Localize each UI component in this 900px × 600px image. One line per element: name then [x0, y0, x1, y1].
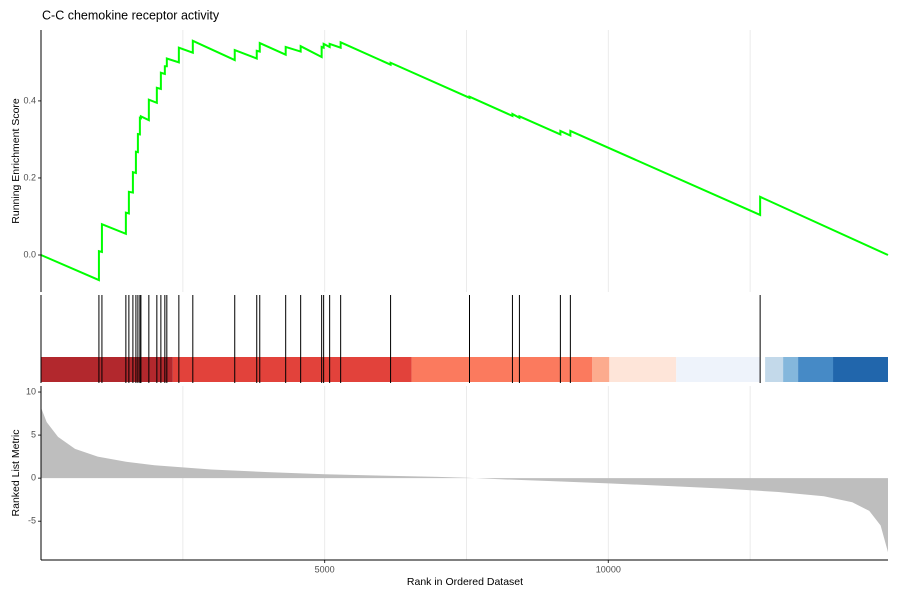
color-band: [760, 357, 766, 382]
color-band: [676, 357, 761, 382]
running-score-line: [40, 39, 889, 282]
x-tick-label: 5000: [315, 564, 335, 574]
color-band: [609, 357, 677, 382]
y-tick-label: 0.4: [23, 95, 36, 105]
chart-title: C-C chemokine receptor activity: [42, 8, 220, 22]
x-axis-title: Rank in Ordered Dataset: [407, 576, 523, 588]
y-tick-label: 5: [31, 429, 36, 439]
y-tick-label: -5: [28, 516, 36, 526]
y-tick-label: 0.2: [23, 172, 36, 182]
color-band: [798, 357, 834, 382]
color-band: [172, 357, 412, 382]
y-tick-label: 0: [31, 473, 36, 483]
color-band: [411, 357, 593, 382]
y-tick-label: 0.0: [23, 249, 36, 259]
ranked-metric-area: [41, 407, 888, 553]
color-band: [833, 357, 888, 382]
y-tick-label: 10: [26, 386, 36, 396]
color-band: [41, 357, 173, 382]
color-band: [765, 357, 784, 382]
x-tick-label: 10000: [596, 564, 621, 574]
y-axis-title: Running Enrichment Score: [10, 98, 22, 224]
y-axis-title: Ranked List Metric: [10, 430, 22, 517]
color-band: [592, 357, 610, 382]
color-band: [783, 357, 799, 382]
